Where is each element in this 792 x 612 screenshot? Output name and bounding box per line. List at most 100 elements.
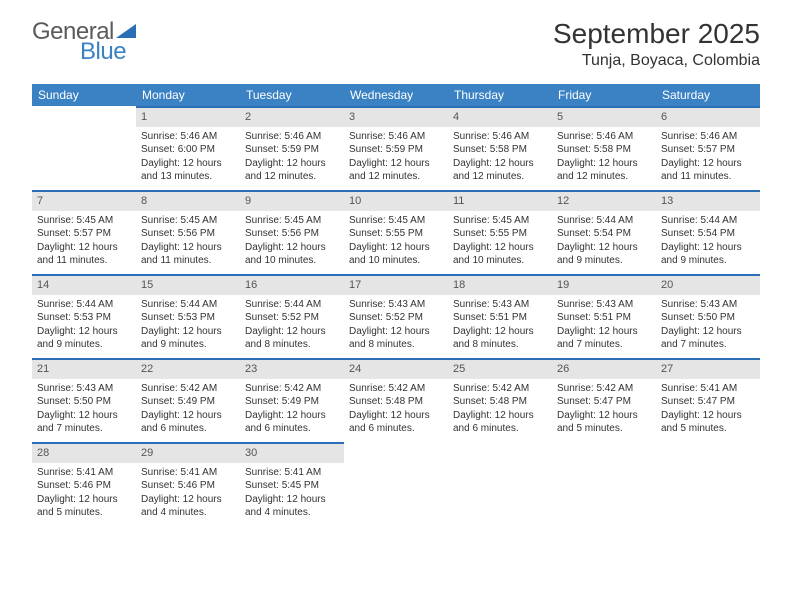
sunrise-line: Sunrise: 5:43 AM xyxy=(349,298,443,312)
sunset-line: Sunset: 5:47 PM xyxy=(557,395,651,409)
weekday-header: Saturday xyxy=(656,84,760,106)
daylight-line: Daylight: 12 hours and 8 minutes. xyxy=(349,325,443,352)
daylight-line: Daylight: 12 hours and 4 minutes. xyxy=(141,493,235,520)
sunset-line: Sunset: 5:57 PM xyxy=(661,143,755,157)
calendar-row: 21Sunrise: 5:43 AMSunset: 5:50 PMDayligh… xyxy=(32,358,760,442)
day-number: 11 xyxy=(448,190,552,211)
daylight-line: Daylight: 12 hours and 12 minutes. xyxy=(453,157,547,184)
calendar-cell: 21Sunrise: 5:43 AMSunset: 5:50 PMDayligh… xyxy=(32,358,136,442)
sunset-line: Sunset: 5:48 PM xyxy=(349,395,443,409)
day-number: 8 xyxy=(136,190,240,211)
sunrise-line: Sunrise: 5:44 AM xyxy=(141,298,235,312)
daylight-line: Daylight: 12 hours and 6 minutes. xyxy=(453,409,547,436)
calendar-cell-empty xyxy=(32,106,136,190)
calendar-cell: 28Sunrise: 5:41 AMSunset: 5:46 PMDayligh… xyxy=(32,442,136,526)
calendar-cell: 23Sunrise: 5:42 AMSunset: 5:49 PMDayligh… xyxy=(240,358,344,442)
daylight-line: Daylight: 12 hours and 8 minutes. xyxy=(453,325,547,352)
sunrise-line: Sunrise: 5:45 AM xyxy=(453,214,547,228)
sunrise-line: Sunrise: 5:41 AM xyxy=(37,466,131,480)
calendar-cell: 16Sunrise: 5:44 AMSunset: 5:52 PMDayligh… xyxy=(240,274,344,358)
day-body: Sunrise: 5:45 AMSunset: 5:57 PMDaylight:… xyxy=(32,211,136,273)
day-number: 30 xyxy=(240,442,344,463)
day-number: 2 xyxy=(240,106,344,127)
daylight-line: Daylight: 12 hours and 5 minutes. xyxy=(37,493,131,520)
sunset-line: Sunset: 5:58 PM xyxy=(453,143,547,157)
sunset-line: Sunset: 5:48 PM xyxy=(453,395,547,409)
calendar-cell: 15Sunrise: 5:44 AMSunset: 5:53 PMDayligh… xyxy=(136,274,240,358)
day-body: Sunrise: 5:45 AMSunset: 5:55 PMDaylight:… xyxy=(448,211,552,273)
day-number: 23 xyxy=(240,358,344,379)
daylight-line: Daylight: 12 hours and 9 minutes. xyxy=(37,325,131,352)
sunrise-line: Sunrise: 5:45 AM xyxy=(141,214,235,228)
daylight-line: Daylight: 12 hours and 9 minutes. xyxy=(141,325,235,352)
sunrise-line: Sunrise: 5:45 AM xyxy=(37,214,131,228)
day-number: 21 xyxy=(32,358,136,379)
weekday-header: Tuesday xyxy=(240,84,344,106)
daylight-line: Daylight: 12 hours and 6 minutes. xyxy=(141,409,235,436)
daylight-line: Daylight: 12 hours and 12 minutes. xyxy=(245,157,339,184)
day-body: Sunrise: 5:44 AMSunset: 5:54 PMDaylight:… xyxy=(656,211,760,273)
day-number: 9 xyxy=(240,190,344,211)
sunrise-line: Sunrise: 5:45 AM xyxy=(349,214,443,228)
logo: General Blue xyxy=(32,18,136,66)
day-body: Sunrise: 5:43 AMSunset: 5:52 PMDaylight:… xyxy=(344,295,448,357)
daylight-line: Daylight: 12 hours and 5 minutes. xyxy=(557,409,651,436)
sunrise-line: Sunrise: 5:43 AM xyxy=(37,382,131,396)
calendar-cell: 18Sunrise: 5:43 AMSunset: 5:51 PMDayligh… xyxy=(448,274,552,358)
daylight-line: Daylight: 12 hours and 13 minutes. xyxy=(141,157,235,184)
weekday-header: Friday xyxy=(552,84,656,106)
calendar-table: SundayMondayTuesdayWednesdayThursdayFrid… xyxy=(32,84,760,526)
day-number: 28 xyxy=(32,442,136,463)
calendar-row: 7Sunrise: 5:45 AMSunset: 5:57 PMDaylight… xyxy=(32,190,760,274)
sunrise-line: Sunrise: 5:46 AM xyxy=(661,130,755,144)
day-number: 15 xyxy=(136,274,240,295)
calendar-cell: 17Sunrise: 5:43 AMSunset: 5:52 PMDayligh… xyxy=(344,274,448,358)
sunrise-line: Sunrise: 5:41 AM xyxy=(245,466,339,480)
calendar-body: 1Sunrise: 5:46 AMSunset: 6:00 PMDaylight… xyxy=(32,106,760,526)
day-body: Sunrise: 5:41 AMSunset: 5:46 PMDaylight:… xyxy=(136,463,240,525)
calendar-cell: 7Sunrise: 5:45 AMSunset: 5:57 PMDaylight… xyxy=(32,190,136,274)
day-number: 27 xyxy=(656,358,760,379)
calendar-cell: 4 Sunrise: 5:46 AMSunset: 5:58 PMDaylight… xyxy=(448,106,552,190)
day-number: 5 xyxy=(552,106,656,127)
sunset-line: Sunset: 5:53 PM xyxy=(37,311,131,325)
daylight-line: Daylight: 12 hours and 7 minutes. xyxy=(661,325,755,352)
weekday-row: SundayMondayTuesdayWednesdayThursdayFrid… xyxy=(32,84,760,106)
sunset-line: Sunset: 6:00 PM xyxy=(141,143,235,157)
location-text: Tunja, Boyaca, Colombia xyxy=(553,52,760,70)
sunset-line: Sunset: 5:47 PM xyxy=(661,395,755,409)
day-number: 4 xyxy=(448,106,552,127)
day-number: 17 xyxy=(344,274,448,295)
sunset-line: Sunset: 5:55 PM xyxy=(453,227,547,241)
sunrise-line: Sunrise: 5:42 AM xyxy=(453,382,547,396)
sunset-line: Sunset: 5:57 PM xyxy=(37,227,131,241)
calendar-cell-empty xyxy=(552,442,656,526)
page-title: September 2025 xyxy=(553,18,760,50)
day-body: Sunrise: 5:44 AMSunset: 5:53 PMDaylight:… xyxy=(32,295,136,357)
day-body: Sunrise: 5:41 AMSunset: 5:45 PMDaylight:… xyxy=(240,463,344,525)
calendar-cell: 8Sunrise: 5:45 AMSunset: 5:56 PMDaylight… xyxy=(136,190,240,274)
calendar-cell: 9Sunrise: 5:45 AMSunset: 5:56 PMDaylight… xyxy=(240,190,344,274)
calendar-cell: 14Sunrise: 5:44 AMSunset: 5:53 PMDayligh… xyxy=(32,274,136,358)
calendar-cell: 13Sunrise: 5:44 AMSunset: 5:54 PMDayligh… xyxy=(656,190,760,274)
day-number: 20 xyxy=(656,274,760,295)
day-body: Sunrise: 5:45 AMSunset: 5:56 PMDaylight:… xyxy=(240,211,344,273)
day-number: 25 xyxy=(448,358,552,379)
calendar-row: 14Sunrise: 5:44 AMSunset: 5:53 PMDayligh… xyxy=(32,274,760,358)
day-body: Sunrise: 5:45 AMSunset: 5:55 PMDaylight:… xyxy=(344,211,448,273)
day-body: Sunrise: 5:44 AMSunset: 5:52 PMDaylight:… xyxy=(240,295,344,357)
day-body: Sunrise: 5:41 AMSunset: 5:47 PMDaylight:… xyxy=(656,379,760,441)
sunrise-line: Sunrise: 5:46 AM xyxy=(453,130,547,144)
weekday-header: Wednesday xyxy=(344,84,448,106)
day-number: 16 xyxy=(240,274,344,295)
sunrise-line: Sunrise: 5:46 AM xyxy=(141,130,235,144)
sunset-line: Sunset: 5:52 PM xyxy=(349,311,443,325)
sunset-line: Sunset: 5:51 PM xyxy=(557,311,651,325)
sunrise-line: Sunrise: 5:42 AM xyxy=(141,382,235,396)
day-body: Sunrise: 5:42 AMSunset: 5:48 PMDaylight:… xyxy=(344,379,448,441)
logo-text-blue: Blue xyxy=(80,38,126,66)
day-body: Sunrise: 5:43 AMSunset: 5:50 PMDaylight:… xyxy=(656,295,760,357)
calendar-cell: 22Sunrise: 5:42 AMSunset: 5:49 PMDayligh… xyxy=(136,358,240,442)
calendar-cell: 11Sunrise: 5:45 AMSunset: 5:55 PMDayligh… xyxy=(448,190,552,274)
weekday-header: Thursday xyxy=(448,84,552,106)
